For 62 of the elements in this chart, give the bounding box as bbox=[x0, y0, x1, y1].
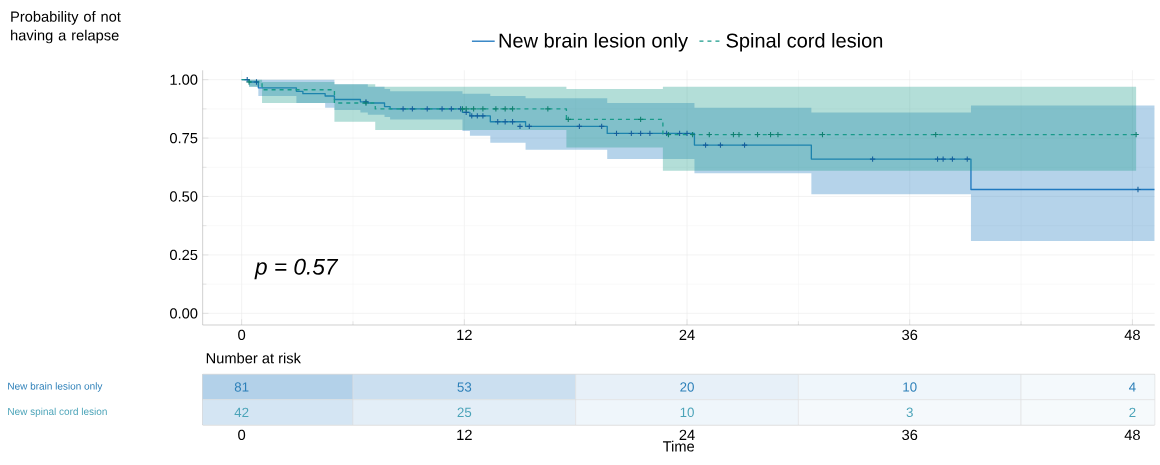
annotation: p = 0.57 bbox=[254, 258, 339, 280]
data-label: 2 bbox=[1129, 407, 1136, 417]
point bbox=[646, 130, 654, 137]
point bbox=[964, 155, 971, 163]
data-label: 10 bbox=[680, 407, 694, 418]
data-label: 4 bbox=[1129, 382, 1136, 392]
x-tick-label: 0 bbox=[238, 329, 246, 341]
x-tick-label: 12 bbox=[457, 329, 472, 340]
point bbox=[470, 105, 477, 113]
point bbox=[1132, 131, 1140, 138]
data-label: 20 bbox=[680, 382, 694, 392]
point bbox=[939, 155, 947, 163]
data-label: 42 bbox=[234, 407, 249, 417]
point bbox=[683, 130, 691, 137]
point bbox=[409, 105, 416, 113]
point bbox=[717, 141, 724, 149]
point bbox=[501, 105, 509, 113]
data-label: 25 bbox=[457, 407, 472, 418]
point bbox=[702, 141, 709, 149]
y-axis-title: Probability of not having a relapse bbox=[11, 11, 121, 44]
point bbox=[424, 105, 431, 113]
y-tick-label: 0.50 bbox=[169, 191, 198, 202]
point bbox=[735, 131, 743, 138]
legend-label: New brain lesion only bbox=[499, 32, 689, 52]
point bbox=[1134, 186, 1142, 193]
point bbox=[509, 105, 516, 113]
y-tick-label: 0.75 bbox=[169, 132, 198, 144]
x-tick-label: 12 bbox=[457, 429, 472, 440]
x-tick-label: 36 bbox=[902, 329, 918, 341]
point bbox=[869, 155, 876, 163]
x-axis-title: Time bbox=[662, 440, 695, 452]
point bbox=[448, 105, 455, 113]
point bbox=[479, 105, 487, 113]
x-tick-label: 48 bbox=[1124, 329, 1140, 341]
point bbox=[741, 141, 748, 149]
chart-title: Number at risk bbox=[206, 352, 301, 364]
legend-label: Spinal cord lesion bbox=[726, 32, 883, 52]
point bbox=[516, 123, 524, 130]
x-tick-label: 0 bbox=[238, 429, 246, 441]
x-tick-label: 48 bbox=[1124, 429, 1140, 441]
point bbox=[949, 155, 956, 163]
x-tick-label: 36 bbox=[902, 429, 918, 441]
y-tick-label: 0.00 bbox=[169, 308, 198, 319]
point bbox=[774, 131, 782, 138]
data-label: 10 bbox=[903, 382, 917, 392]
y-tick-label: New spinal cord lesion bbox=[8, 407, 107, 417]
y-tick-label: 1.00 bbox=[170, 74, 198, 85]
data-label: 53 bbox=[457, 382, 472, 392]
point bbox=[399, 105, 407, 113]
point bbox=[474, 112, 481, 120]
point bbox=[438, 105, 446, 113]
x-tick-label: 24 bbox=[679, 429, 695, 440]
x-tick-label: 24 bbox=[679, 329, 695, 340]
point bbox=[479, 112, 487, 120]
point bbox=[501, 118, 509, 125]
y-tick-label: 0.25 bbox=[169, 249, 198, 261]
point bbox=[253, 78, 260, 86]
data-label: 3 bbox=[906, 407, 913, 418]
data-label: 81 bbox=[234, 382, 249, 392]
point bbox=[544, 105, 552, 113]
point bbox=[492, 105, 500, 113]
point bbox=[934, 155, 941, 163]
